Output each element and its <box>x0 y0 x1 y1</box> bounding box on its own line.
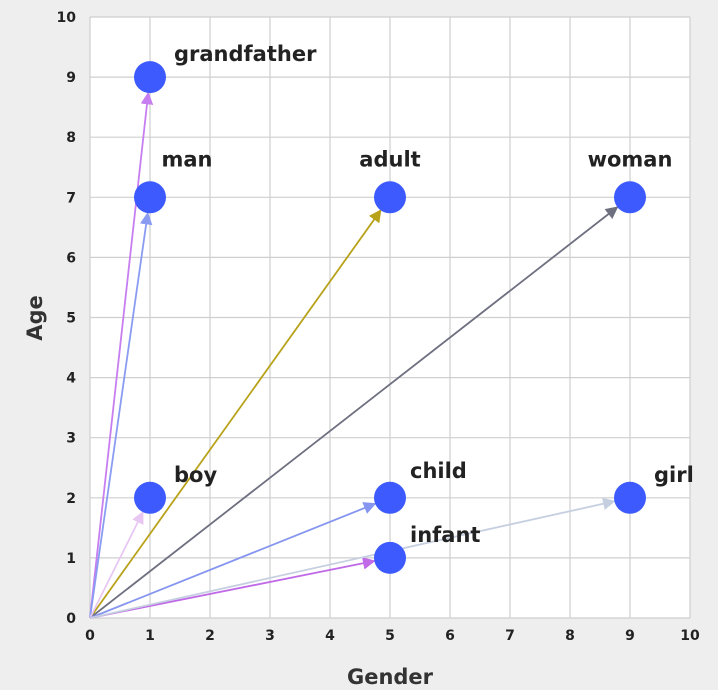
y-axis-title: Age <box>23 295 47 341</box>
point-woman <box>614 181 646 214</box>
point-boy <box>134 481 166 514</box>
x-tick-label: 1 <box>145 628 155 644</box>
arrow-man <box>89 211 153 619</box>
arrow-adult <box>89 209 382 619</box>
y-tick-label: 9 <box>66 70 76 86</box>
arrow-grandfather <box>89 91 154 619</box>
x-tick-label: 7 <box>505 628 515 644</box>
y-tick-label: 1 <box>66 551 76 567</box>
point-label-adult: adult <box>359 147 420 171</box>
point-child <box>374 481 406 514</box>
x-tick-label: 4 <box>325 628 335 644</box>
y-tick-label: 3 <box>66 431 76 447</box>
point-girl <box>614 481 646 514</box>
data-points <box>134 61 646 574</box>
point-label-girl: girl <box>654 463 694 487</box>
point-label-grandfather: grandfather <box>174 42 317 66</box>
grid <box>89 16 691 619</box>
x-tick-label: 5 <box>385 628 395 644</box>
y-tick-label: 6 <box>66 250 76 266</box>
point-label-infant: infant <box>410 523 480 547</box>
x-tick-label: 8 <box>565 628 575 644</box>
tick-labels: 0 1 2 3 4 5 6 7 8 9 10 0 1 2 3 4 5 6 7 8 9 10 <box>57 10 700 644</box>
point-grandfather <box>134 61 166 94</box>
x-tick-label: 0 <box>85 628 95 644</box>
x-tick-label: 3 <box>265 628 275 644</box>
point-man <box>134 181 166 214</box>
point-labels: grandfather man adult woman boy child infant gi… <box>161 42 693 547</box>
x-tick-label: 10 <box>680 628 700 644</box>
y-tick-label: 7 <box>66 190 76 206</box>
point-infant <box>374 541 406 574</box>
arrow-infant <box>89 557 376 619</box>
y-tick-label: 4 <box>66 371 76 387</box>
x-tick-label: 6 <box>445 628 455 644</box>
y-tick-label: 2 <box>66 491 76 507</box>
y-tick-label: 10 <box>57 10 77 26</box>
x-axis-title: Gender <box>347 665 434 689</box>
y-tick-label: 5 <box>66 311 76 327</box>
point-label-man: man <box>161 147 212 171</box>
arrow-woman <box>89 206 619 619</box>
y-tick-label: 0 <box>66 611 76 627</box>
point-adult <box>374 181 406 214</box>
arrow-girl <box>89 497 616 619</box>
vector-arrows <box>89 91 619 619</box>
arrow-boy <box>89 510 144 619</box>
y-tick-label: 8 <box>66 130 76 146</box>
x-tick-label: 2 <box>205 628 215 644</box>
point-label-boy: boy <box>174 463 217 487</box>
point-label-child: child <box>410 459 467 483</box>
x-tick-label: 9 <box>625 628 635 644</box>
point-label-woman: woman <box>588 147 673 171</box>
arrow-child <box>89 502 377 619</box>
